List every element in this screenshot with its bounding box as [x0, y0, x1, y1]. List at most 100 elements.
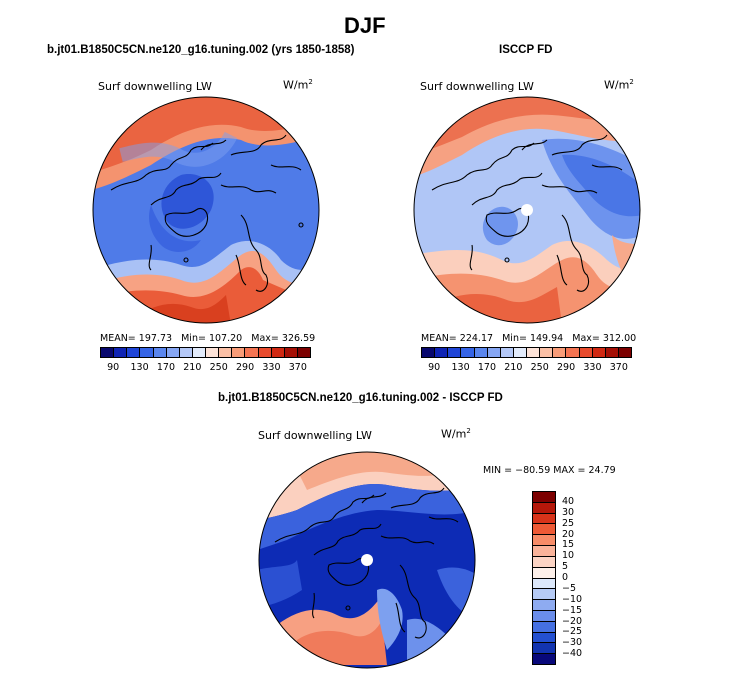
colorbar-swatch	[533, 502, 555, 514]
colorbar-swatch	[533, 654, 555, 664]
panel3-subtitle: b.jt01.B1850C5CN.ne120_g16.tuning.002 - …	[218, 392, 503, 404]
panel1-colorbar	[100, 347, 311, 358]
panel1-colorbar-labels: 90 130 170 210 250 290 330 370	[100, 362, 311, 374]
colorbar-swatch	[153, 348, 167, 357]
panel2-colorbar-labels: 90 130 170 210 250 290 330 370	[421, 362, 632, 374]
colorbar-swatch	[166, 348, 180, 357]
colorbar-tick-label: 170	[156, 362, 176, 373]
panel3-units: W/m2	[441, 427, 471, 441]
colorbar-swatch	[618, 348, 631, 357]
panel3-minmax: MIN = −80.59 MAX = 24.79	[483, 465, 616, 476]
panel2-max: 312.00	[602, 333, 637, 344]
panel2-polar-map	[413, 96, 641, 324]
colorbar-swatch	[179, 348, 193, 357]
colorbar-tick-label: 30	[562, 506, 575, 518]
figure-title: DJF	[344, 13, 386, 38]
colorbar-swatch	[500, 348, 514, 357]
colorbar-tick-label: 290	[556, 362, 576, 373]
colorbar-tick-label: −5	[562, 582, 577, 594]
colorbar-swatch	[533, 492, 555, 503]
colorbar-swatch	[533, 546, 555, 557]
colorbar-tick-label: −40	[562, 648, 583, 660]
panel3-polar-map	[258, 451, 476, 669]
panel1-subtitle: b.jt01.B1850C5CN.ne120_g16.tuning.002 (y…	[47, 44, 355, 56]
colorbar-tick-label: −10	[562, 593, 583, 605]
colorbar-swatch	[448, 348, 462, 357]
panel1-mean: 197.73	[138, 333, 173, 344]
colorbar-tick-label: 40	[562, 495, 575, 507]
colorbar-tick-label: 130	[130, 362, 149, 373]
panel2-stats: MEAN= 224.17 Min= 149.94 Max= 312.00	[421, 333, 637, 344]
colorbar-tick-label: −15	[562, 604, 583, 616]
colorbar-swatch	[114, 348, 128, 357]
panel1-max: 326.59	[281, 333, 316, 344]
colorbar-tick-label: 20	[562, 528, 575, 540]
colorbar-swatch	[527, 348, 541, 357]
panel3-colorbar-labels: 40 30 25 20 15 10 5 0 −5 −10 −15 −20 −25 −30 −40	[562, 491, 602, 665]
colorbar-swatch	[533, 535, 555, 547]
colorbar-swatch	[533, 513, 555, 525]
colorbar-swatch	[533, 610, 555, 622]
colorbar-swatch	[533, 578, 555, 590]
colorbar-swatch	[435, 348, 449, 357]
colorbar-swatch	[127, 348, 141, 357]
colorbar-tick-label: 10	[562, 550, 575, 562]
panel1-polar-map	[92, 96, 320, 324]
colorbar-tick-label: 90	[428, 362, 441, 373]
panel2-mean: 224.17	[459, 333, 494, 344]
colorbar-swatch	[219, 348, 233, 357]
colorbar-swatch	[284, 348, 298, 357]
colorbar-swatch	[271, 348, 285, 357]
colorbar-tick-label: 250	[209, 362, 228, 373]
colorbar-tick-label: 15	[562, 539, 575, 551]
colorbar-swatch	[192, 348, 206, 357]
colorbar-swatch	[540, 348, 554, 357]
colorbar-swatch	[533, 621, 555, 633]
colorbar-tick-label: 5	[562, 561, 569, 573]
colorbar-swatch	[461, 348, 475, 357]
panel2-units: W/m2	[604, 78, 634, 92]
colorbar-swatch	[232, 348, 246, 357]
colorbar-tick-label: 170	[477, 362, 497, 373]
colorbar-tick-label: 370	[288, 362, 307, 373]
colorbar-tick-label: 0	[562, 572, 569, 583]
colorbar-tick-label: 250	[530, 362, 549, 373]
colorbar-tick-label: −20	[562, 615, 583, 627]
colorbar-swatch	[533, 643, 555, 655]
colorbar-tick-label: 210	[183, 362, 202, 373]
colorbar-tick-label: −25	[562, 626, 583, 638]
colorbar-tick-label: 90	[107, 362, 120, 373]
panel1-min: 107.20	[208, 333, 243, 344]
panel1-units: W/m2	[283, 78, 313, 92]
panel1-field-label: Surf downwelling LW	[98, 80, 212, 93]
colorbar-swatch	[553, 348, 567, 357]
panel2-field-label: Surf downwelling LW	[420, 80, 534, 93]
colorbar-swatch	[533, 567, 555, 579]
colorbar-swatch	[533, 600, 555, 611]
colorbar-swatch	[579, 348, 593, 357]
colorbar-swatch	[605, 348, 619, 357]
colorbar-swatch	[474, 348, 488, 357]
panel1-stats: MEAN= 197.73 Min= 107.20 Max= 326.59	[100, 333, 316, 344]
panel2-subtitle: ISCCP FD	[499, 44, 553, 56]
panel2-min: 149.94	[529, 333, 564, 344]
colorbar-tick-label: 25	[562, 517, 575, 529]
colorbar-swatch	[245, 348, 259, 357]
colorbar-swatch	[206, 348, 220, 357]
colorbar-tick-label: −30	[562, 637, 583, 649]
panel2-colorbar	[421, 347, 632, 358]
colorbar-swatch	[101, 348, 115, 357]
colorbar-tick-label: 370	[609, 362, 628, 373]
colorbar-tick-label: 130	[451, 362, 470, 373]
colorbar-swatch	[487, 348, 501, 357]
colorbar-swatch	[140, 348, 154, 357]
colorbar-swatch	[566, 348, 580, 357]
colorbar-swatch	[513, 348, 527, 357]
colorbar-tick-label: 290	[235, 362, 255, 373]
colorbar-swatch	[533, 589, 555, 601]
colorbar-tick-label: 210	[504, 362, 523, 373]
colorbar-swatch	[533, 632, 555, 644]
colorbar-swatch	[297, 348, 310, 357]
panel3-colorbar	[532, 491, 556, 665]
colorbar-swatch	[258, 348, 272, 357]
